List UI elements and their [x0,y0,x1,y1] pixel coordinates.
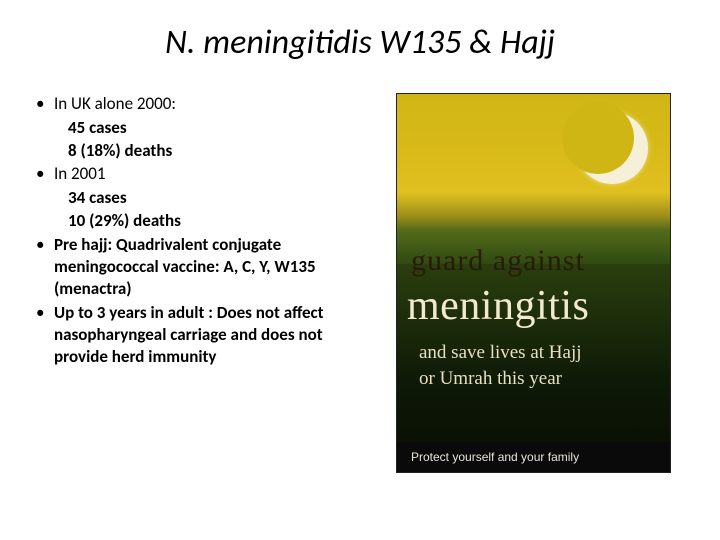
bullet-list: In UK alone 2000: 45 cases 8 (18%) death… [36,93,376,473]
crescent-moon-icon [576,112,648,184]
bullet-item: In 2001 [36,163,376,185]
poster-script-line: or Umrah this year [419,368,658,390]
poster-main-word: meningitis [407,282,660,330]
poster-footer: Protect yourself and your family [397,442,670,472]
poster-image: guard against meningitis and save lives … [396,93,671,473]
bullet-item: Up to 3 years in adult : Does not affect… [36,302,376,368]
poster-script-line: and save lives at Hajj [419,342,658,364]
bullet-item: Pre hajj: Quadrivalent conjugate meningo… [36,234,376,300]
poster-guard-text: guard against [411,244,585,278]
bullet-sub: 34 cases [36,187,376,209]
bullet-item: In UK alone 2000: [36,93,376,115]
bullet-lead: In 2001 [54,163,106,184]
bullet-lead: Pre hajj: Quadrivalent conjugate meningo… [54,234,316,299]
content-area: In UK alone 2000: 45 cases 8 (18%) death… [0,73,720,473]
slide-title: N. meningitidis W135 & Hajj [0,0,720,73]
bullet-sub: 10 (29%) deaths [36,210,376,232]
bullet-lead: In UK alone 2000: [54,93,176,114]
bullet-sub: 45 cases [36,117,376,139]
bullet-lead: Up to 3 years in adult : Does not affect… [54,302,324,367]
bullet-sub: 8 (18%) deaths [36,140,376,162]
